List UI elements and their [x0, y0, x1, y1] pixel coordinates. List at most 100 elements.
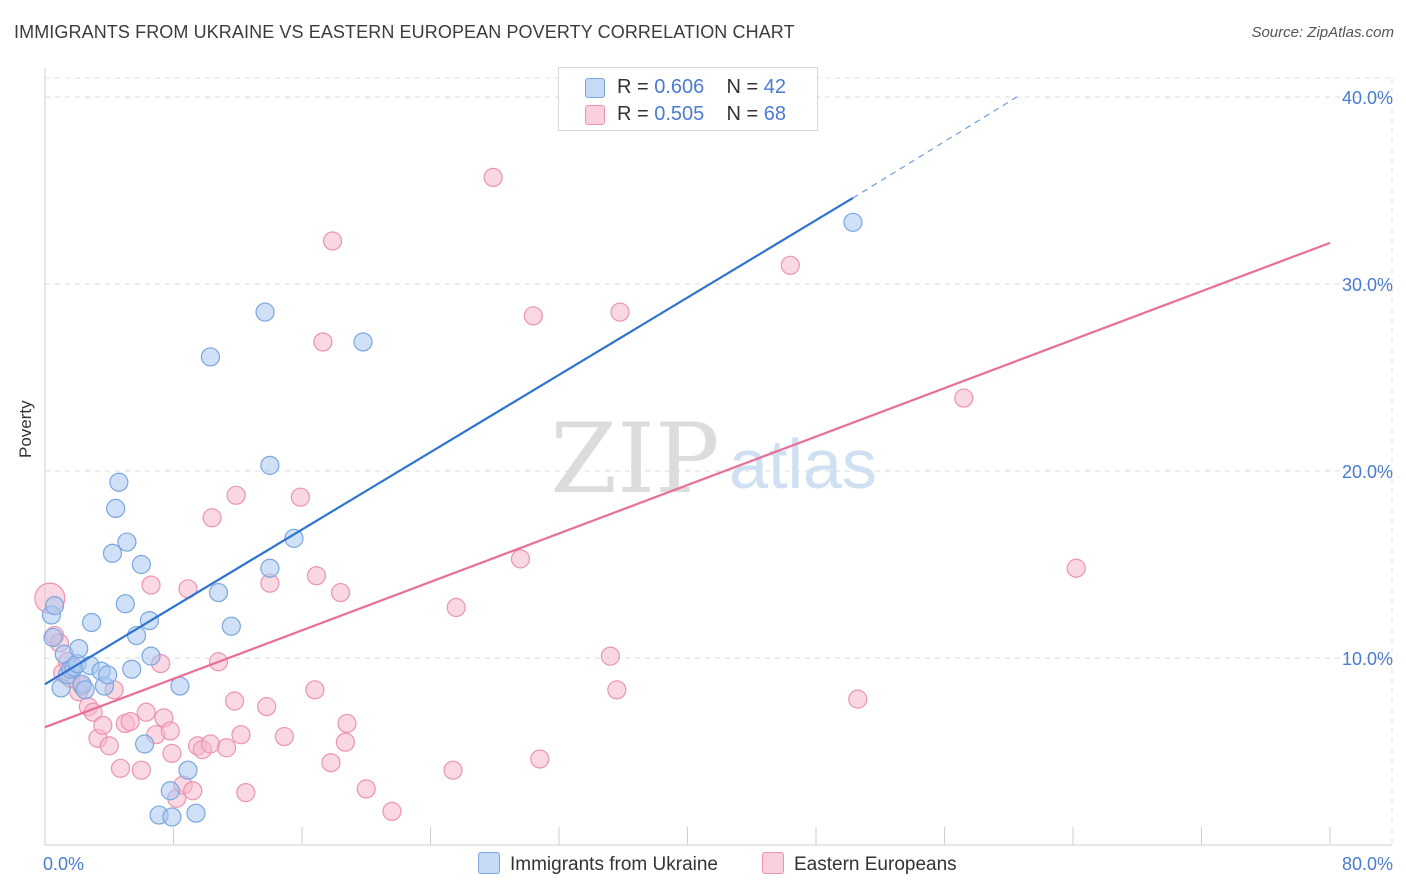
legend-r-label: R =	[617, 76, 655, 98]
eastern-point	[141, 575, 161, 595]
eastern-point	[443, 760, 463, 780]
eastern-point	[274, 726, 294, 747]
y-axis-label: Poverty	[16, 400, 35, 458]
ukraine-point	[208, 582, 229, 603]
bottom-legend-swatch-ukraine	[478, 852, 500, 874]
legend-swatch-ukraine	[585, 78, 605, 98]
ukraine-point	[260, 558, 280, 578]
eastern-point	[510, 549, 531, 569]
eastern-point	[257, 697, 277, 717]
ukraine-point	[109, 472, 129, 492]
ukraine-point	[134, 734, 155, 754]
ukraine-point	[122, 659, 142, 679]
x-tick-label: 80.0%	[1342, 854, 1393, 874]
ukraine-point	[106, 498, 126, 518]
y-tick-label: 10.0%	[1342, 649, 1393, 669]
ukraine-point	[131, 554, 151, 575]
ukraine-point	[75, 680, 95, 700]
ukraine-point	[43, 627, 63, 648]
ukraine-point	[843, 212, 863, 232]
chart-title: IMMIGRANTS FROM UKRAINE VS EASTERN EUROP…	[14, 22, 795, 42]
bottom-legend-label: Immigrants from Ukraine	[510, 854, 718, 875]
eastern-point	[335, 732, 355, 752]
eastern-point	[313, 332, 333, 352]
bottom-legend-ukraine: Immigrants from Ukraine	[478, 852, 718, 876]
ukraine-point	[221, 616, 241, 636]
y-tick-label: 40.0%	[1342, 88, 1393, 108]
x-tick-label: 0.0%	[43, 854, 84, 874]
eastern-point	[530, 749, 550, 769]
bottom-legend-label: Eastern Europeans	[794, 854, 957, 875]
eastern-point	[382, 801, 402, 821]
eastern-point	[120, 711, 140, 732]
eastern-point	[183, 781, 203, 801]
ukraine-trend-line	[44, 197, 854, 686]
eastern-point	[321, 753, 341, 773]
eastern-point	[1066, 558, 1086, 578]
source-label: Source: ZipAtlas.com	[1251, 24, 1394, 41]
ukraine-point	[160, 781, 180, 801]
ukraine-point	[353, 332, 373, 352]
eastern-point	[202, 508, 222, 528]
ukraine-point	[186, 803, 206, 823]
eastern-trend-line	[44, 241, 1331, 729]
eastern-point	[226, 485, 246, 505]
ukraine-point	[200, 347, 221, 367]
eastern-point	[600, 646, 621, 666]
ukraine-point	[141, 646, 161, 666]
eastern-point	[305, 680, 325, 700]
watermark-zip: ZIP	[550, 403, 719, 515]
ukraine-point	[115, 594, 135, 614]
eastern-point	[954, 388, 974, 408]
eastern-point	[216, 738, 237, 758]
legend-r-label: R =	[617, 103, 655, 125]
trend-lines	[44, 96, 1331, 729]
ukraine-point	[102, 543, 123, 563]
ukraine-point	[98, 665, 118, 685]
ukraine-trend-extension	[852, 96, 1018, 199]
eastern-point	[136, 702, 156, 722]
ukraine-point	[117, 532, 137, 552]
bottom-legend-eastern: Eastern Europeans	[762, 852, 957, 876]
y-tick-label: 30.0%	[1342, 275, 1393, 295]
axes	[44, 68, 1392, 846]
eastern-point	[160, 721, 180, 741]
eastern-point	[483, 167, 503, 188]
legend: R = 0.606 N = 42 R = 0.505 N = 68	[558, 67, 818, 131]
eastern-point	[446, 597, 466, 618]
eastern-point	[610, 302, 630, 322]
ukraine-point	[162, 807, 182, 827]
legend-swatch-eastern	[585, 105, 605, 125]
tick-labels: 10.0% 20.0% 30.0% 40.0% 0.0% 80.0%	[43, 88, 1393, 874]
eastern-point	[162, 743, 182, 763]
eastern-point	[93, 715, 113, 735]
watermark-atlas: atlas	[729, 425, 877, 503]
ukraine-point	[284, 528, 304, 548]
eastern-point	[231, 725, 251, 745]
ukraine-point	[69, 639, 89, 659]
legend-r-value: 0.606	[654, 76, 705, 98]
eastern-point	[607, 680, 627, 700]
eastern-point	[224, 691, 245, 711]
y-tick-label: 20.0%	[1342, 462, 1393, 482]
eastern-point	[306, 566, 327, 586]
ukraine-point	[255, 302, 275, 322]
eastern-point	[110, 758, 131, 778]
ukraine-point	[45, 596, 65, 616]
legend-n-value: 42	[763, 76, 787, 98]
eastern-point	[322, 231, 343, 251]
eastern-point	[131, 760, 151, 780]
eastern-point	[236, 783, 256, 803]
eastern-point	[99, 736, 119, 756]
ukraine-point	[260, 455, 280, 475]
eastern-point	[337, 713, 357, 734]
eastern-point	[330, 582, 351, 603]
eastern-point	[848, 689, 868, 709]
legend-r-value: 0.505	[654, 103, 705, 125]
eastern-point	[200, 734, 221, 754]
legend-n-value: 68	[763, 103, 787, 125]
data-points	[34, 87, 1086, 827]
ukraine-point	[178, 760, 198, 780]
eastern-point	[780, 255, 800, 275]
